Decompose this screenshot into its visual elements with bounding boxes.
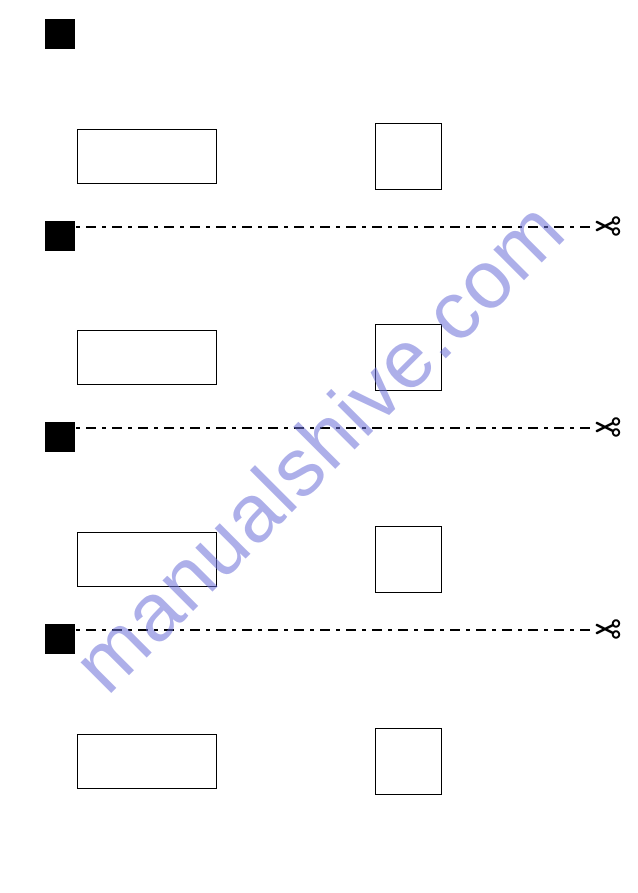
section-marker	[45, 19, 75, 49]
square-box	[375, 526, 442, 593]
square-box	[375, 728, 442, 795]
rectangle-box	[77, 330, 217, 385]
section-marker	[45, 422, 75, 452]
rectangle-box	[77, 129, 217, 184]
scissors-icon	[595, 619, 621, 639]
rectangle-box	[77, 734, 217, 789]
cut-line	[60, 427, 595, 429]
square-box	[375, 324, 442, 391]
rectangle-box	[77, 532, 217, 587]
section-marker	[45, 624, 75, 654]
section-marker	[45, 221, 75, 251]
scissors-icon	[595, 417, 621, 437]
square-box	[375, 123, 442, 190]
cut-line	[60, 226, 595, 228]
cut-line	[60, 629, 595, 631]
watermark-text: manualshive.com	[55, 182, 583, 710]
scissors-icon	[595, 216, 621, 236]
